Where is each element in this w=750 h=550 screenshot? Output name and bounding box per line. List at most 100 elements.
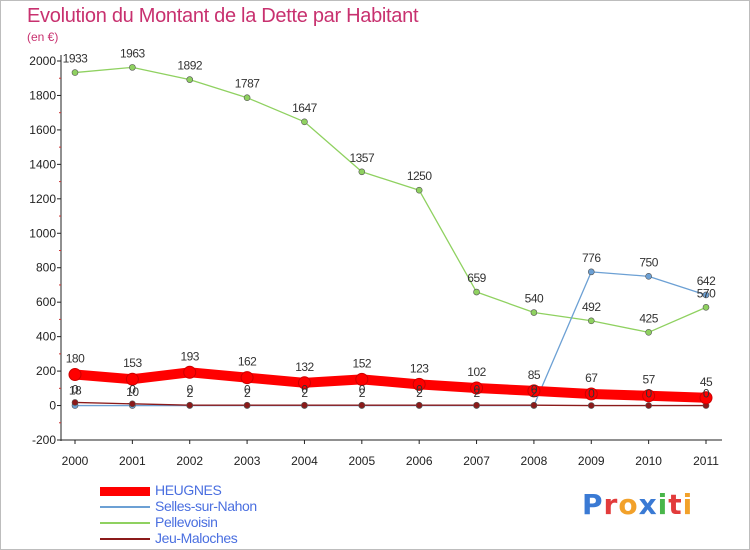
legend-label: Selles-sur-Nahon xyxy=(155,498,257,514)
legend-label: Jeu-Maloches xyxy=(155,530,238,546)
data-label: 659 xyxy=(467,271,486,285)
data-label: 0 xyxy=(129,383,136,397)
data-point xyxy=(129,400,136,408)
x-tick-label: 2006 xyxy=(406,454,433,468)
data-label: 2 xyxy=(244,386,251,400)
data-label: 1250 xyxy=(407,169,433,183)
data-point xyxy=(355,372,369,386)
data-label: 0 xyxy=(72,383,79,397)
y-tick-label: 600 xyxy=(36,295,56,309)
series-line-pellevoisin xyxy=(74,66,707,333)
data-label: 0 xyxy=(703,387,710,401)
data-point xyxy=(702,304,710,311)
data-label: 540 xyxy=(525,292,544,306)
data-point xyxy=(301,118,308,126)
data-point xyxy=(530,309,538,316)
data-label: 750 xyxy=(639,255,658,269)
data-label: 0 xyxy=(301,383,308,397)
legend-label: HEUGNES xyxy=(155,482,222,498)
data-point xyxy=(645,273,652,280)
data-point xyxy=(186,401,194,409)
data-label: 193 xyxy=(180,349,199,363)
data-label: 2 xyxy=(359,386,366,400)
data-label: 1647 xyxy=(292,101,318,115)
data-point xyxy=(243,401,251,409)
data-label: 2 xyxy=(473,386,480,400)
logo-letter: x xyxy=(638,488,658,521)
logo-letter: i xyxy=(657,488,669,521)
data-label: 0 xyxy=(646,387,653,401)
data-point xyxy=(301,401,308,409)
data-label: 67 xyxy=(585,371,598,385)
data-point xyxy=(584,387,598,401)
data-point xyxy=(699,391,713,405)
y-tick-label: 1000 xyxy=(29,226,56,240)
data-label: 776 xyxy=(582,251,601,265)
legend-swatch xyxy=(100,522,150,524)
data-label: 642 xyxy=(697,274,716,288)
data-point xyxy=(358,168,366,176)
x-tick-label: 2011 xyxy=(693,454,719,468)
data-label: 0 xyxy=(244,383,251,397)
data-point xyxy=(358,401,366,409)
data-label: 152 xyxy=(353,356,372,370)
data-label: 180 xyxy=(66,352,85,366)
logo-letter: r xyxy=(603,488,619,521)
data-point xyxy=(243,94,251,101)
x-tick-label: 2008 xyxy=(521,454,548,468)
data-point xyxy=(527,384,541,398)
data-label: 132 xyxy=(295,360,314,374)
data-label: 153 xyxy=(123,356,142,370)
logo-letter: t xyxy=(668,488,683,521)
chart-subtitle: (en €) xyxy=(27,30,59,44)
y-tick-label: 1400 xyxy=(29,157,56,171)
legend-swatch xyxy=(100,506,150,508)
data-point xyxy=(415,186,423,194)
data-point xyxy=(71,69,79,76)
legend-swatch xyxy=(100,538,150,540)
x-tick-label: 2004 xyxy=(291,454,318,468)
data-label: 0 xyxy=(359,383,366,397)
series-line-jeu-maloches xyxy=(74,401,707,407)
data-point xyxy=(587,402,595,409)
data-point xyxy=(129,64,136,71)
data-label: 123 xyxy=(410,361,429,375)
data-label: 2 xyxy=(187,386,194,400)
data-label: 45 xyxy=(700,375,713,389)
data-point xyxy=(702,291,710,299)
data-label: 0 xyxy=(473,383,480,397)
x-tick-label: 2000 xyxy=(62,454,89,468)
data-point xyxy=(71,399,79,406)
y-tick-label: -200 xyxy=(32,433,56,447)
data-point xyxy=(473,288,480,296)
data-label: 2 xyxy=(301,386,308,400)
data-label: 1963 xyxy=(120,46,146,60)
data-label: 1357 xyxy=(349,151,375,165)
data-point xyxy=(240,371,254,385)
y-tick-label: 800 xyxy=(36,261,56,275)
data-label: 18 xyxy=(69,383,82,397)
y-tick-label: 1600 xyxy=(29,123,56,137)
logo-letter: i xyxy=(682,488,694,521)
data-point xyxy=(183,365,197,379)
data-label: 0 xyxy=(416,383,423,397)
data-point xyxy=(530,401,538,409)
data-label: 570 xyxy=(697,286,716,300)
data-point xyxy=(470,381,484,395)
data-label: 1787 xyxy=(235,77,261,91)
data-label: 0 xyxy=(187,383,194,397)
legend-label: Pellevoisin xyxy=(155,514,218,530)
data-label: 85 xyxy=(528,368,541,382)
logo-letter: o xyxy=(618,488,639,521)
data-label: 10 xyxy=(126,385,139,399)
data-label: 162 xyxy=(238,355,257,369)
data-point xyxy=(186,76,194,83)
logo-letter: P xyxy=(582,488,604,521)
data-label: 425 xyxy=(639,311,658,325)
y-tick-label: 1200 xyxy=(29,192,56,206)
x-tick-label: 2007 xyxy=(463,454,490,468)
proxiti-logo: Proxiti xyxy=(582,488,693,521)
data-point xyxy=(125,372,139,386)
chart-title: Evolution du Montant de la Dette par Hab… xyxy=(27,5,419,27)
